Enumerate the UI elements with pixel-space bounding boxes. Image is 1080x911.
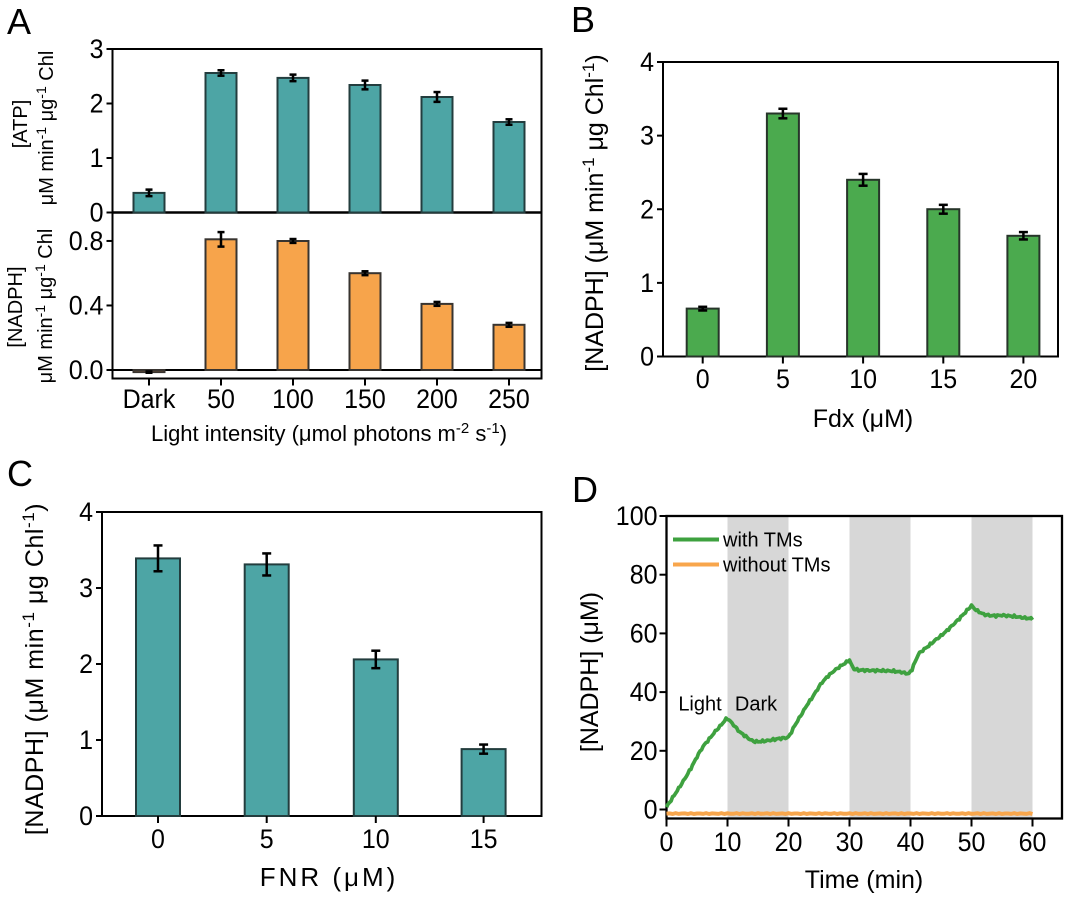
svg-text:20: 20 xyxy=(775,827,803,857)
svg-text:20: 20 xyxy=(630,736,658,766)
svg-text:5: 5 xyxy=(260,824,274,854)
svg-text:[ATP]: [ATP] xyxy=(10,100,32,149)
svg-text:0: 0 xyxy=(660,827,674,857)
svg-text:200: 200 xyxy=(416,384,458,414)
svg-text:250: 250 xyxy=(488,384,530,414)
svg-text:1: 1 xyxy=(640,268,654,298)
svg-text:C: C xyxy=(7,453,33,494)
svg-text:without TMs: without TMs xyxy=(722,555,830,577)
svg-text:A: A xyxy=(7,1,31,42)
svg-text:Light: Light xyxy=(678,694,722,716)
svg-text:Dark: Dark xyxy=(735,694,778,716)
svg-text:2: 2 xyxy=(90,89,104,119)
svg-text:0.4: 0.4 xyxy=(69,290,104,320)
svg-text:60: 60 xyxy=(630,618,658,648)
svg-text:40: 40 xyxy=(630,677,658,707)
svg-text:50: 50 xyxy=(958,827,986,857)
svg-text:Fdx (μM): Fdx (μM) xyxy=(813,405,914,433)
svg-text:3: 3 xyxy=(640,121,654,151)
svg-text:2: 2 xyxy=(640,194,654,224)
svg-text:150: 150 xyxy=(344,384,386,414)
svg-text:0: 0 xyxy=(151,824,165,854)
svg-text:Light intensity (μmol photons: Light intensity (μmol photons m-2 s-1) xyxy=(151,420,507,446)
svg-text:B: B xyxy=(571,0,595,40)
svg-text:0: 0 xyxy=(696,364,710,394)
svg-text:40: 40 xyxy=(897,827,925,857)
svg-text:μM min-1 μg-1 Chl: μM min-1 μg-1 Chl xyxy=(32,229,57,384)
svg-text:Time (min): Time (min) xyxy=(805,866,924,894)
svg-text:FNR (μM): FNR (μM) xyxy=(260,862,399,892)
svg-text:[NADPH]: [NADPH] xyxy=(5,266,27,347)
svg-text:0: 0 xyxy=(644,795,658,825)
svg-text:0: 0 xyxy=(640,342,654,372)
svg-text:[NADPH] (μM min-1 μg Chl-1): [NADPH] (μM min-1 μg Chl-1) xyxy=(19,503,49,835)
svg-text:3: 3 xyxy=(90,34,104,64)
svg-text:100: 100 xyxy=(616,501,658,531)
svg-text:3: 3 xyxy=(79,573,93,603)
svg-text:10: 10 xyxy=(849,364,877,394)
svg-text:60: 60 xyxy=(1019,827,1047,857)
svg-text:[NADPH] (μM): [NADPH] (μM) xyxy=(576,592,604,752)
svg-text:0.0: 0.0 xyxy=(69,355,104,385)
svg-text:10: 10 xyxy=(714,827,742,857)
svg-text:D: D xyxy=(572,469,598,510)
svg-text:4: 4 xyxy=(79,497,93,527)
svg-text:1: 1 xyxy=(90,143,104,173)
svg-text:[NADPH] (μM min-1 μg Chl-1): [NADPH] (μM min-1 μg Chl-1) xyxy=(579,54,609,371)
svg-text:Dark: Dark xyxy=(123,384,176,414)
svg-text:50: 50 xyxy=(207,384,235,414)
svg-text:5: 5 xyxy=(776,364,790,394)
svg-text:0: 0 xyxy=(79,801,93,831)
svg-text:0.8: 0.8 xyxy=(69,226,104,256)
svg-text:10: 10 xyxy=(362,824,390,854)
svg-text:with TMs: with TMs xyxy=(722,530,803,552)
svg-text:20: 20 xyxy=(1010,364,1038,394)
svg-text:80: 80 xyxy=(630,560,658,590)
svg-text:15: 15 xyxy=(470,824,498,854)
svg-text:2: 2 xyxy=(79,649,93,679)
svg-text:100: 100 xyxy=(272,384,314,414)
svg-text:30: 30 xyxy=(836,827,864,857)
svg-text:15: 15 xyxy=(929,364,957,394)
svg-text:μM min-1 μg-1 Chl: μM min-1 μg-1 Chl xyxy=(33,51,58,206)
svg-text:4: 4 xyxy=(640,47,654,77)
svg-text:0: 0 xyxy=(90,198,104,228)
svg-text:1: 1 xyxy=(79,725,93,755)
